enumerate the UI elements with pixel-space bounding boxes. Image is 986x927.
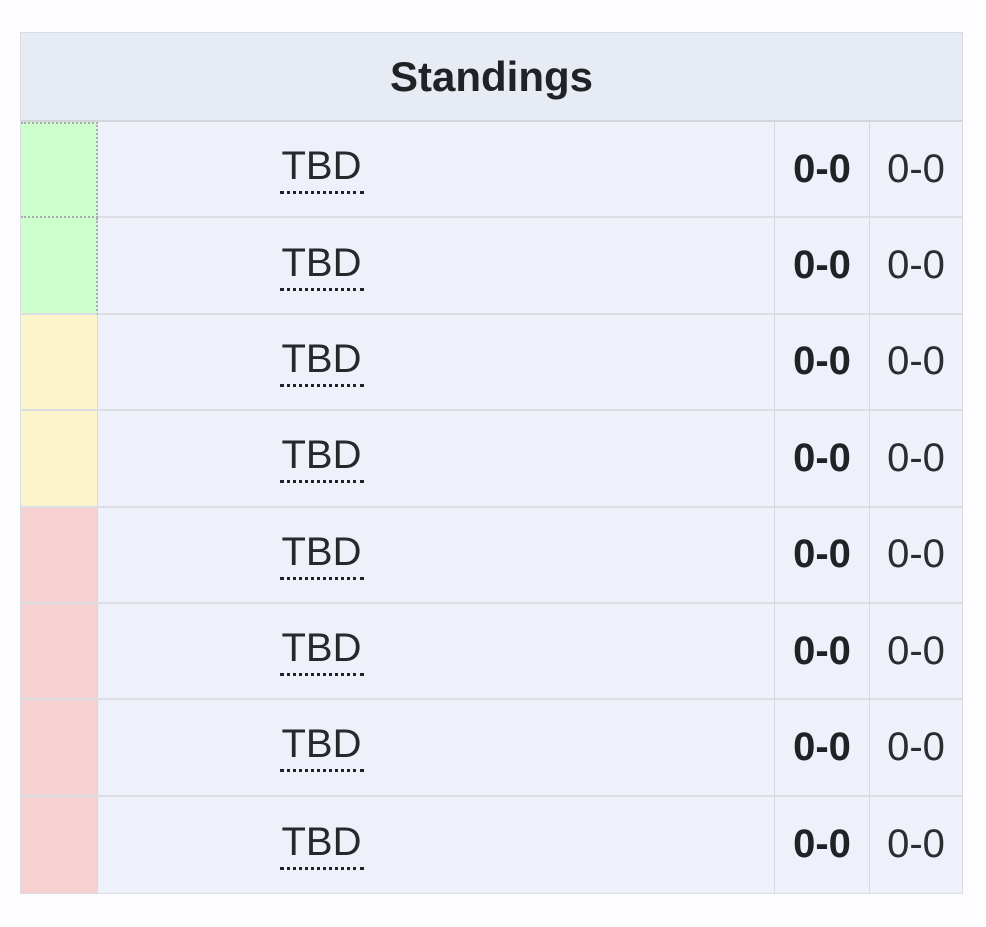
match-record-cell: 0-0	[774, 122, 869, 219]
game-record: 0-0	[887, 435, 945, 480]
standings-body: TBD 0-0 0-0 TBD 0-0 0-0 TBD	[21, 122, 962, 893]
team-tbd-abbr[interactable]: TBD	[279, 626, 364, 677]
game-record-cell: 0-0	[869, 122, 962, 219]
game-record-cell: 0-0	[869, 507, 962, 604]
placement-indicator	[21, 411, 98, 508]
standings-row: TBD 0-0 0-0	[21, 218, 962, 315]
placement-indicator	[21, 796, 98, 893]
standings-row: TBD 0-0 0-0	[21, 122, 962, 219]
match-record: 0-0	[793, 146, 851, 191]
game-record-cell: 0-0	[869, 411, 962, 508]
match-record-cell: 0-0	[774, 314, 869, 412]
placement-indicator	[21, 218, 98, 315]
placement-indicator	[21, 507, 98, 604]
team-tbd-abbr[interactable]: TBD	[279, 337, 364, 387]
team-cell: TBD	[98, 603, 774, 701]
team-tbd-abbr[interactable]: TBD	[279, 241, 364, 291]
game-record: 0-0	[887, 339, 945, 384]
match-record: 0-0	[793, 724, 851, 769]
team-cell: TBD	[98, 218, 774, 315]
standings-title: Standings	[389, 52, 593, 100]
game-record: 0-0	[887, 822, 945, 867]
team-cell: TBD	[98, 314, 774, 412]
match-record: 0-0	[793, 243, 851, 288]
team-tbd-abbr[interactable]: TBD	[279, 144, 364, 195]
standings-row: TBD 0-0 0-0	[21, 700, 962, 797]
game-record-cell: 0-0	[869, 314, 962, 412]
game-record-cell: 0-0	[869, 700, 962, 797]
team-cell: TBD	[98, 700, 774, 797]
placement-indicator	[21, 603, 98, 701]
team-cell: TBD	[98, 411, 774, 508]
match-record-cell: 0-0	[774, 507, 869, 604]
standings-row: TBD 0-0 0-0	[21, 314, 962, 412]
team-cell: TBD	[98, 122, 774, 219]
match-record: 0-0	[793, 822, 851, 867]
match-record: 0-0	[793, 435, 851, 480]
standings-table: Standings TBD 0-0 0-0 TBD 0-0 0-0	[20, 32, 963, 894]
standings-row: TBD 0-0 0-0	[21, 411, 962, 508]
game-record: 0-0	[887, 243, 945, 288]
match-record: 0-0	[793, 628, 851, 673]
match-record-cell: 0-0	[774, 411, 869, 508]
game-record-cell: 0-0	[869, 218, 962, 315]
placement-indicator	[21, 314, 98, 412]
team-tbd-abbr[interactable]: TBD	[279, 433, 364, 484]
standings-row: TBD 0-0 0-0	[21, 796, 962, 893]
match-record: 0-0	[793, 532, 851, 577]
game-record: 0-0	[887, 628, 945, 673]
standings-header: Standings	[21, 33, 962, 122]
match-record: 0-0	[793, 339, 851, 384]
game-record-cell: 0-0	[869, 603, 962, 701]
game-record-cell: 0-0	[869, 796, 962, 893]
standings-row: TBD 0-0 0-0	[21, 507, 962, 604]
team-tbd-abbr[interactable]: TBD	[279, 530, 364, 580]
game-record: 0-0	[887, 532, 945, 577]
team-tbd-abbr[interactable]: TBD	[279, 722, 364, 773]
team-cell: TBD	[98, 507, 774, 604]
match-record-cell: 0-0	[774, 218, 869, 315]
match-record-cell: 0-0	[774, 700, 869, 797]
game-record: 0-0	[887, 146, 945, 191]
placement-indicator	[21, 700, 98, 797]
match-record-cell: 0-0	[774, 796, 869, 893]
game-record: 0-0	[887, 724, 945, 769]
placement-indicator	[21, 122, 98, 219]
team-cell: TBD	[98, 796, 774, 893]
team-tbd-abbr[interactable]: TBD	[279, 820, 364, 870]
match-record-cell: 0-0	[774, 603, 869, 701]
standings-row: TBD 0-0 0-0	[21, 603, 962, 701]
